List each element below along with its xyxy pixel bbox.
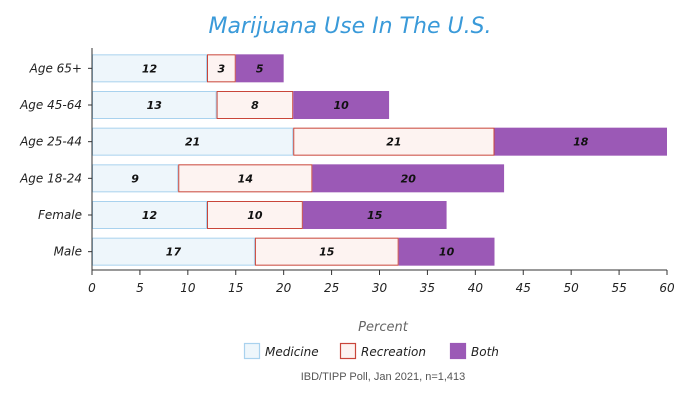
data-label-medicine: 9	[131, 172, 139, 185]
bar-both	[293, 91, 390, 119]
y-tick-label: Age 45-64	[19, 98, 82, 112]
legend-item-medicine[interactable]: Medicine	[243, 342, 319, 360]
data-label-recreation: 10	[247, 209, 263, 222]
x-tick-label: 50	[564, 281, 580, 295]
x-tick-label: 15	[228, 281, 243, 295]
data-label-recreation: 3	[218, 62, 226, 75]
legend-swatch-medicine	[243, 342, 261, 360]
x-tick-label: 25	[324, 281, 339, 295]
labels-layer: 12 3 5 13 8 10 21 21 18 9 14 20 12 10 15 17 15 10	[131, 62, 588, 258]
bar-medicine	[92, 91, 217, 119]
x-tick-label: 30	[372, 281, 388, 295]
data-label-both: 15	[367, 209, 383, 222]
data-label-both: 5	[256, 62, 264, 75]
data-label-medicine: 12	[142, 209, 158, 222]
data-label-both: 10	[439, 246, 455, 259]
bars-layer	[92, 54, 667, 266]
data-label-recreation: 21	[386, 136, 401, 149]
bar-recreation	[216, 91, 294, 119]
bar-both	[312, 164, 505, 193]
legend: Medicine Recreation Both	[243, 342, 499, 360]
bar-medicine	[92, 54, 207, 83]
legend-swatch-both	[449, 342, 467, 360]
legend-label-recreation: Recreation	[361, 345, 426, 359]
data-label-medicine: 17	[166, 246, 182, 259]
bar-medicine	[92, 127, 294, 156]
data-label-recreation: 15	[319, 246, 335, 259]
x-tick-label: 40	[468, 281, 484, 295]
data-label-recreation: 14	[238, 172, 253, 185]
data-label-both: 10	[334, 99, 350, 112]
data-label-both: 20	[401, 172, 417, 185]
data-label-medicine: 13	[147, 99, 163, 112]
bar-both	[235, 54, 284, 83]
x-tick-label: 45	[516, 281, 531, 295]
x-tick-label: 55	[611, 281, 626, 295]
legend-item-both[interactable]: Both	[449, 342, 499, 360]
bar-both	[494, 127, 667, 156]
bar-medicine	[92, 201, 207, 229]
data-label-medicine: 12	[142, 62, 158, 75]
bar-recreation	[207, 54, 236, 83]
bar-recreation	[293, 127, 495, 156]
y-tick-label: Age 25-44	[19, 135, 82, 149]
y-tick-label: Age 18-24	[19, 171, 82, 185]
data-label-recreation: 8	[251, 99, 259, 112]
source-note: IBD/TIPP Poll, Jan 2021, n=1,413	[301, 371, 466, 383]
legend-label-medicine: Medicine	[265, 345, 319, 359]
x-tick-label: 20	[276, 281, 292, 295]
legend-label-both: Both	[471, 345, 499, 359]
bar-both	[302, 201, 447, 229]
bar-recreation	[254, 237, 399, 266]
bar-recreation	[178, 164, 313, 193]
x-tick-label: 5	[136, 281, 144, 295]
chart-title: Marijuana Use In The U.S.	[208, 14, 491, 39]
data-label-medicine: 21	[185, 136, 200, 149]
x-tick-label: 10	[180, 281, 196, 295]
x-tick-label: 0	[88, 281, 96, 295]
y-tick-label: Male	[54, 245, 82, 259]
bar-both	[398, 237, 495, 266]
legend-item-recreation[interactable]: Recreation	[339, 342, 426, 360]
y-tick-label: Female	[38, 208, 82, 222]
data-label-both: 18	[573, 136, 589, 149]
bar-recreation	[207, 201, 303, 229]
x-tick-label: 35	[420, 281, 435, 295]
x-tick-label: 60	[659, 281, 675, 295]
y-tick-label: Age 65+	[29, 61, 82, 75]
axes-layer: Age 65+ Age 45-64 Age 25-44 Age 18-24 Female…	[19, 48, 675, 295]
bar-medicine	[92, 164, 179, 193]
legend-swatch-recreation	[339, 342, 357, 360]
x-axis-label: Percent	[358, 320, 409, 335]
